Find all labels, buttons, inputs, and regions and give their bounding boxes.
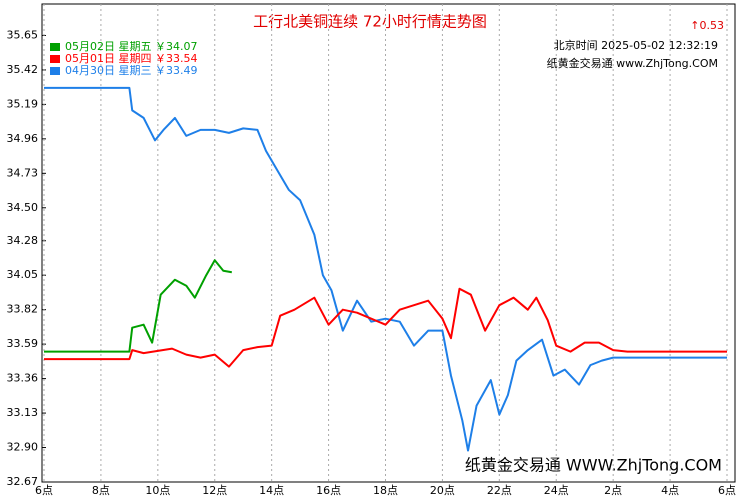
x-tick-label: 10点: [145, 484, 170, 497]
x-tick-label: 14点: [259, 484, 284, 497]
series-line: [44, 287, 727, 368]
time-label: 北京时间 2025-05-02 12:32:19: [554, 38, 718, 52]
series-line: [44, 86, 727, 452]
legend-label: 05月01日 星期四 ￥33.54: [65, 52, 197, 65]
y-tick-label: 33.13: [7, 406, 39, 419]
series-line: [44, 259, 232, 353]
x-tick-label: 12点: [202, 484, 227, 497]
y-tick-label: 34.05: [7, 268, 39, 281]
x-tick-label: 16点: [316, 484, 341, 497]
y-tick-label: 35.19: [7, 97, 39, 110]
legend-swatch: [50, 43, 60, 51]
plot-frame: [41, 3, 736, 483]
y-tick-label: 32.67: [7, 475, 39, 488]
x-tick-label: 2点: [604, 484, 622, 497]
y-tick-label: 34.96: [7, 132, 39, 145]
y-tick-label: 34.50: [7, 201, 39, 214]
change-label: ↑0.53: [690, 19, 724, 32]
x-tick-label: 6点: [35, 484, 53, 497]
x-tick-label: 24点: [544, 484, 569, 497]
x-tick-label: 4点: [661, 484, 679, 497]
legend-swatch: [50, 55, 60, 63]
legend-label: 05月02日 星期五 ￥34.07: [65, 40, 197, 53]
y-tick-label: 34.73: [7, 166, 39, 179]
legend-label: 04月30日 星期三 ￥33.49: [65, 64, 197, 77]
y-tick-label: 35.42: [7, 63, 39, 76]
y-tick-label: 33.82: [7, 303, 39, 316]
x-tick-label: 18点: [373, 484, 398, 497]
source-label: 纸黄金交易通 www.ZhjTong.COM: [547, 56, 718, 70]
x-tick-label: 6点: [718, 484, 736, 497]
x-tick-label: 22点: [487, 484, 512, 497]
y-tick-label: 33.59: [7, 337, 39, 350]
legend-swatch: [50, 67, 60, 75]
watermark: 纸黄金交易通 WWW.ZhjTong.COM: [465, 456, 722, 475]
y-tick-label: 33.36: [7, 372, 39, 385]
y-tick-label: 34.28: [7, 234, 39, 247]
y-tick-label: 35.65: [7, 28, 39, 41]
y-tick-label: 32.90: [7, 441, 39, 454]
x-tick-label: 20点: [430, 484, 455, 497]
x-tick-label: 8点: [92, 484, 110, 497]
chart-title: 工行北美铜连续 72小时行情走势图: [253, 13, 487, 31]
